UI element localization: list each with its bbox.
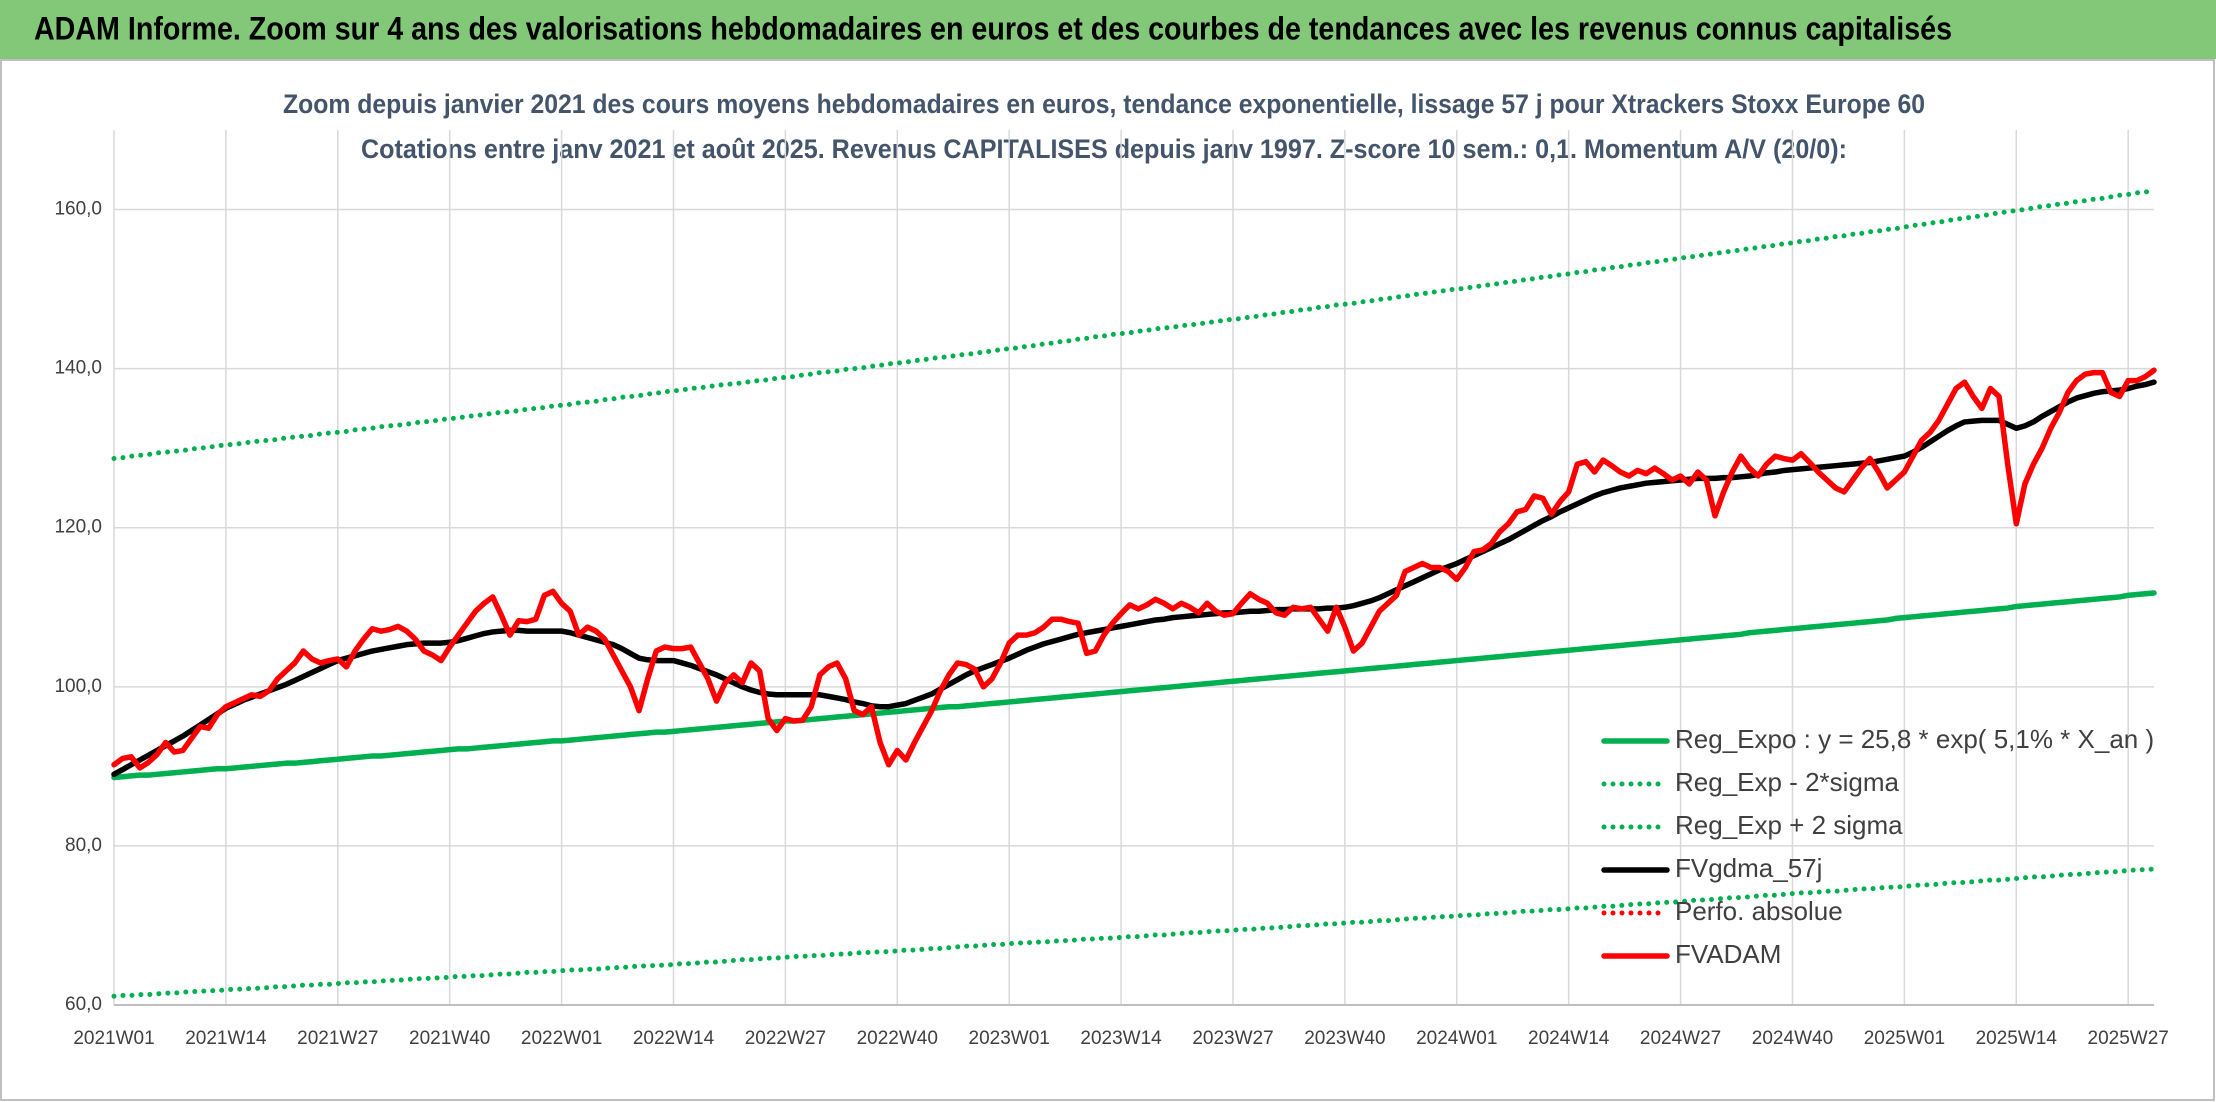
x-tick-label: 2024W14 [1528, 1028, 1610, 1049]
x-tick-label: 2022W14 [633, 1028, 715, 1049]
legend-label: Reg_Exp + 2 sigma [1675, 810, 1903, 840]
legend-label: FVgdma_57j [1675, 853, 1822, 883]
x-tick-label: 2022W01 [521, 1028, 602, 1049]
series-line [111, 187, 2157, 462]
y-tick-label: 140,0 [54, 358, 102, 379]
header-title: ADAM Informe. Zoom sur 4 ans des valoris… [34, 10, 1952, 46]
chart-frame [0, 59, 2215, 1101]
legend-label: FVADAM [1675, 939, 1781, 969]
x-tick-label: 2021W14 [185, 1028, 267, 1049]
legend-label: Reg_Exp - 2*sigma [1675, 767, 1900, 797]
x-tick-label: 2025W14 [1976, 1028, 2058, 1049]
x-tick-label: 2021W01 [73, 1028, 154, 1049]
plot-lines [111, 187, 2157, 999]
header-bar [0, 0, 2216, 59]
x-tick-label: 2025W27 [2088, 1028, 2169, 1049]
x-tick-label: 2024W27 [1640, 1028, 1721, 1049]
y-tick-label: 60,0 [65, 994, 102, 1015]
series-line [111, 590, 2157, 781]
legend-label: Perfo. absolue [1675, 896, 1843, 926]
x-tick-label: 2022W40 [857, 1028, 938, 1049]
x-tick-label: 2024W40 [1752, 1028, 1833, 1049]
x-tick-label: 2023W14 [1080, 1028, 1162, 1049]
y-tick-label: 80,0 [65, 835, 102, 856]
x-tick-label: 2023W01 [969, 1028, 1050, 1049]
x-tick-label: 2023W27 [1192, 1028, 1273, 1049]
x-tick-label: 2021W40 [409, 1028, 490, 1049]
series-line [111, 367, 2157, 771]
x-tick-label: 2025W01 [1864, 1028, 1945, 1049]
legend-label: Reg_Expo : y = 25,8 * exp( 5,1% * X_an ) [1675, 724, 2154, 754]
y-tick-label: 160,0 [54, 199, 102, 220]
grid: 60,0 80,0 100,0 120,0 140,0 160,0 2021W01 2021W… [54, 130, 2169, 1049]
y-tick-label: 100,0 [54, 676, 102, 697]
chart-title: Zoom depuis janvier 2021 des cours moyen… [283, 89, 1925, 119]
chart-subtitle: Cotations entre janv 2021 et août 2025. … [361, 134, 1847, 164]
x-tick-label: 2023W40 [1304, 1028, 1385, 1049]
x-tick-label: 2022W27 [745, 1028, 826, 1049]
x-tick-label: 2021W27 [297, 1028, 378, 1049]
y-tick-label: 120,0 [54, 517, 102, 538]
x-tick-label: 2024W01 [1416, 1028, 1497, 1049]
series-line [111, 866, 2157, 999]
legend: Reg_Expo : y = 25,8 * exp( 5,1% * X_an )… [1601, 724, 2154, 969]
